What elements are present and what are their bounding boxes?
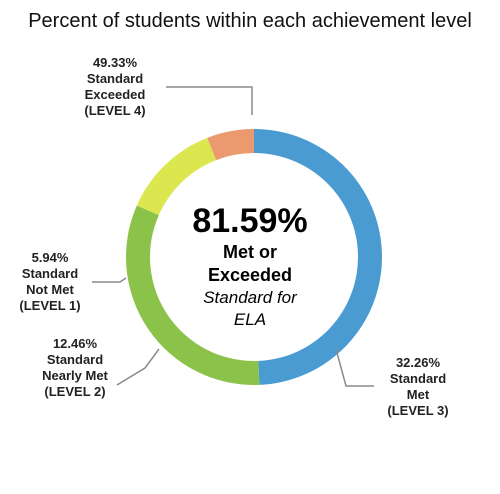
center-line-3: Standard for [203,288,298,307]
slice-label-notmet: (LEVEL 1) [19,298,80,313]
leader-lines [92,86,374,387]
slice-nearly [136,137,217,216]
slice-label-nearly: Standard [47,352,103,367]
slice-met [125,205,260,385]
slice-label-nearly: (LEVEL 2) [44,384,105,399]
slice-label-nearly: Nearly Met [42,368,108,383]
slice-label-met: Standard [390,371,446,386]
leader-line-exceeded [166,86,253,115]
center-line-2: Exceeded [208,265,292,285]
slice-label-notmet: 5.94% [32,250,69,265]
slice-exceeded [254,129,383,385]
slice-label-met: 32.26% [396,355,441,370]
slice-label-nearly: 12.46% [53,336,98,351]
slice-label-notmet: Not Met [26,282,74,297]
center-line-1: Met or [223,242,277,262]
center-line-4: ELA [234,310,266,329]
slice-label-exceeded: 49.33% [93,55,138,70]
leader-line-met [335,348,374,387]
slice-label-met: (LEVEL 3) [387,403,448,418]
slice-label-met: Met [407,387,430,402]
center-value: 81.59% [192,202,307,240]
slice-label-exceeded: Exceeded [85,87,146,102]
donut-slices [125,129,383,385]
leader-line-nearly [116,348,160,386]
chart-title: Percent of students within each achievem… [28,10,472,32]
slice-label-notmet: Standard [22,266,78,281]
slice-label-exceeded: (LEVEL 4) [84,103,145,118]
slice-label-exceeded: Standard [87,71,143,86]
slice-notmet [207,129,254,161]
leader-line-notmet [92,277,127,283]
